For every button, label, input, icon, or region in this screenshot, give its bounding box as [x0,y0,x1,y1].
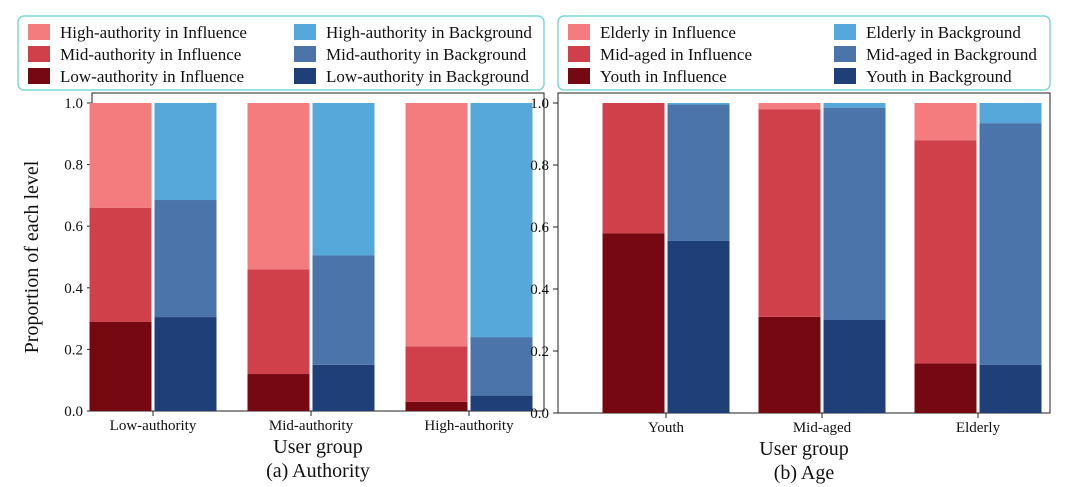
bar-segment [312,364,375,411]
x-tick-label: Elderly [956,420,1001,436]
bar-segment [470,395,533,411]
legend-swatch [568,46,590,62]
bar-segment [247,269,310,375]
legend-entry: High-authority in Influence [60,23,247,42]
y-axis-label: Proportion of each level [21,160,43,353]
bar-segment [667,104,730,241]
chart-panel-a: High-authority in Influence High-authorit… [17,15,545,482]
x-tick-label: Low-authority [110,418,197,434]
bar-segment [247,103,310,270]
bar-segment [470,337,533,396]
y-tick-label: 1.0 [530,96,549,112]
bar-segment [667,240,730,413]
legend-swatch [834,68,856,84]
y-tick-label: 0.8 [530,158,549,174]
bar-segment [823,107,886,321]
bar-segment [914,140,977,364]
y-tick-label: 0.8 [64,158,83,174]
bar-segment [470,103,533,338]
bar-segment [89,207,152,322]
legend-swatch [568,24,590,40]
bar-segment [823,103,886,108]
bar-segment [758,103,821,110]
bar-segment [823,320,886,413]
y-tick-label: 0.2 [530,344,549,360]
legend-entry: Elderly in Influence [600,23,736,42]
legend-swatch [834,24,856,40]
y-tick-label: 0.2 [64,342,83,358]
legend-swatch [294,24,316,40]
bar-segment [312,255,375,365]
legend-box [557,15,1051,91]
bar-segment [89,321,152,411]
x-tick-label: Mid-authority [269,418,354,434]
legend-swatch [28,24,50,40]
bar-segment [758,109,821,317]
legend-entry: Youth in Influence [600,67,727,86]
y-tick-label: 0.0 [64,404,83,420]
bar-segment [405,401,468,411]
x-axis-label: User group [759,438,848,460]
legend-swatch [28,68,50,84]
legend-swatch [294,68,316,84]
panel-caption: (a) Authority [266,460,370,482]
legend-entry: Low-authority in Background [326,67,530,86]
bar-segment [602,103,665,234]
bar-segment [154,317,217,411]
bar-segment [979,123,1042,365]
x-tick-label: High-authority [424,418,514,434]
bar-segment [758,316,821,413]
legend-entry: Elderly in Background [866,23,1021,42]
x-tick-label: Mid-aged [793,420,852,436]
legend-box [17,15,545,91]
bar-segment [405,103,468,347]
x-axis-label: User group [273,436,362,458]
panel-caption: (b) Age [774,462,835,484]
bar-segment [914,103,977,141]
legend-entry: Mid-authority in Influence [60,45,241,64]
bar-segment [247,374,310,411]
y-tick-label: 0.4 [64,281,83,297]
bar-segment [979,103,1042,124]
x-tick-label: Youth [648,420,684,436]
y-tick-label: 0.6 [64,219,83,235]
chart-panel-b: Elderly in Influence Elderly in Backgroun… [530,15,1051,484]
legend-entry: High-authority in Background [326,23,532,42]
bar-segment [979,364,1042,413]
legend-entry: Low-authority in Influence [60,67,244,86]
y-tick-label: 1.0 [64,96,83,112]
bar-segment [602,233,665,413]
y-tick-label: 0.4 [530,282,549,298]
legend-swatch [28,46,50,62]
bar-segment [667,103,730,105]
legend-swatch [568,68,590,84]
bar-segment [89,103,152,208]
y-tick-label: 0.6 [530,220,549,236]
bar-segment [405,346,468,402]
legend-entry: Youth in Background [866,67,1012,86]
bar-segment [154,103,217,201]
legend-entry: Mid-aged in Background [866,45,1037,64]
legend-entry: Mid-authority in Background [326,45,527,64]
bar-segment [312,103,375,256]
bar-segment [914,363,977,413]
bar-segment [154,200,217,318]
legend-entry: Mid-aged in Influence [600,45,752,64]
legend-swatch [834,46,856,62]
y-tick-label: 0.0 [530,406,549,422]
legend-swatch [294,46,316,62]
